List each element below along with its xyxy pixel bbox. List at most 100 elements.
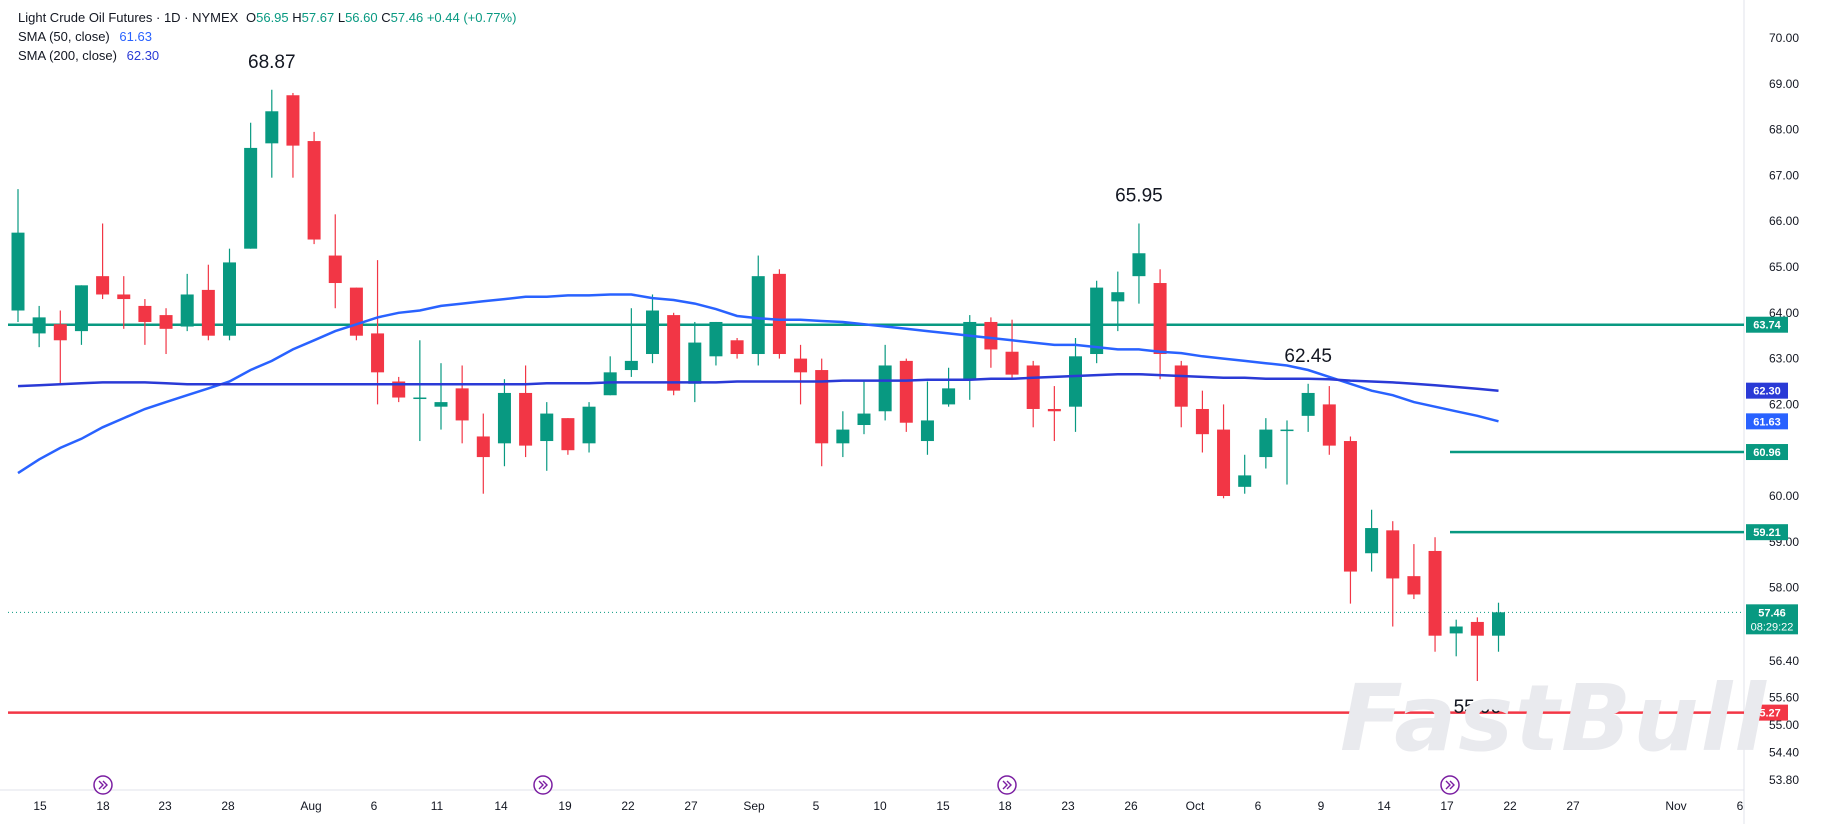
price-level-label: 59.21	[1753, 527, 1781, 539]
event-marker-icon[interactable]	[93, 775, 113, 795]
candle[interactable]	[138, 299, 152, 345]
candle[interactable]	[1132, 223, 1146, 304]
y-tick-label: 58.00	[1769, 581, 1799, 595]
x-tick-label: 22	[1503, 799, 1517, 813]
sma-price-badge	[1746, 413, 1788, 430]
candle[interactable]	[540, 402, 554, 471]
price-annotation: 55.96	[1454, 697, 1502, 718]
candle[interactable]	[1217, 404, 1231, 499]
candle[interactable]	[74, 285, 88, 345]
candle[interactable]	[286, 92, 300, 178]
candle[interactable]	[582, 402, 596, 453]
candle[interactable]	[1280, 420, 1294, 485]
candle[interactable]	[857, 381, 871, 435]
sma-price-badge	[1746, 382, 1788, 399]
candle[interactable]	[984, 317, 998, 368]
sma200-line[interactable]	[17, 372, 1499, 392]
y-tick-label: 69.00	[1769, 77, 1799, 91]
event-marker-icon[interactable]	[997, 775, 1017, 795]
candle[interactable]	[1301, 383, 1315, 432]
candle[interactable]	[265, 89, 279, 178]
candle[interactable]	[497, 379, 511, 467]
candle[interactable]	[1153, 269, 1167, 380]
x-tick-label: 18	[998, 799, 1012, 813]
candle[interactable]	[1069, 337, 1082, 432]
candle[interactable]	[815, 358, 829, 467]
candle[interactable]	[328, 214, 342, 309]
sma200-row[interactable]: SMA (200, close) 62.30	[18, 46, 516, 65]
candle[interactable]	[1343, 436, 1357, 604]
candle[interactable]	[963, 315, 977, 400]
candle[interactable]	[201, 264, 215, 341]
candle[interactable]	[1005, 319, 1019, 380]
price-annotation: 68.87	[248, 52, 296, 73]
candle[interactable]	[32, 305, 46, 348]
candle[interactable]	[349, 287, 363, 341]
candle[interactable]	[519, 365, 533, 458]
candle[interactable]	[688, 321, 702, 403]
candle[interactable]	[1026, 360, 1040, 428]
candle[interactable]	[11, 189, 25, 322]
candle[interactable]	[1322, 386, 1336, 455]
candle[interactable]	[96, 223, 110, 300]
x-tick-label: 18	[96, 799, 110, 813]
candle[interactable]	[1492, 602, 1505, 652]
high-value: 57.67	[301, 10, 335, 25]
candle[interactable]	[772, 269, 786, 359]
sma50-row[interactable]: SMA (50, close) 61.63	[18, 27, 516, 46]
candle[interactable]	[1449, 619, 1463, 657]
y-tick-label: 68.00	[1769, 123, 1799, 137]
sma200-label: SMA (200, close)	[18, 48, 117, 63]
candle[interactable]	[1174, 360, 1188, 428]
x-tick-label: 15	[33, 799, 47, 813]
candle[interactable]	[1365, 509, 1379, 572]
candle[interactable]	[899, 358, 913, 432]
candle[interactable]	[455, 365, 469, 444]
candle[interactable]	[434, 363, 448, 430]
candle[interactable]	[244, 122, 258, 249]
candle[interactable]	[730, 337, 744, 359]
x-tick-label: Oct	[1186, 799, 1205, 813]
candle[interactable]	[476, 413, 490, 494]
candle[interactable]	[180, 273, 194, 332]
event-marker-icon[interactable]	[1440, 775, 1460, 795]
candle[interactable]	[878, 344, 892, 421]
candle[interactable]	[603, 356, 617, 396]
candle[interactable]	[307, 131, 321, 245]
candle[interactable]	[1238, 454, 1252, 494]
candle[interactable]	[751, 255, 765, 366]
y-tick-label: 64.00	[1769, 306, 1799, 320]
candle[interactable]	[53, 310, 67, 384]
candle[interactable]	[1407, 544, 1421, 600]
candle[interactable]	[1386, 521, 1400, 627]
candle[interactable]	[223, 248, 236, 341]
x-tick-label: 19	[558, 799, 572, 813]
candle[interactable]	[646, 294, 659, 364]
candle[interactable]	[1470, 617, 1484, 682]
candle[interactable]	[1195, 390, 1209, 453]
candle[interactable]	[117, 276, 131, 329]
candle[interactable]	[920, 381, 934, 455]
sma50-line[interactable]	[17, 293, 1499, 475]
candle[interactable]	[1259, 418, 1273, 469]
candle[interactable]	[392, 376, 406, 403]
candle[interactable]	[794, 344, 808, 405]
candle[interactable]	[1428, 537, 1442, 652]
symbol-title[interactable]: Light Crude Oil Futures · 1D · NYMEX	[18, 10, 239, 25]
candle[interactable]	[413, 340, 427, 442]
candle[interactable]	[1090, 280, 1104, 364]
price-annotation: 62.45	[1284, 346, 1332, 367]
candle[interactable]	[1111, 271, 1125, 332]
candle[interactable]	[561, 418, 575, 455]
candle[interactable]	[624, 308, 638, 377]
candle[interactable]	[709, 321, 723, 366]
candle[interactable]	[371, 260, 385, 405]
candle[interactable]	[159, 308, 173, 355]
y-tick-label: 55.00	[1769, 718, 1799, 732]
event-marker-icon[interactable]	[533, 775, 553, 795]
candle[interactable]	[836, 411, 850, 458]
candle[interactable]	[1047, 386, 1061, 442]
candle[interactable]	[942, 367, 956, 407]
